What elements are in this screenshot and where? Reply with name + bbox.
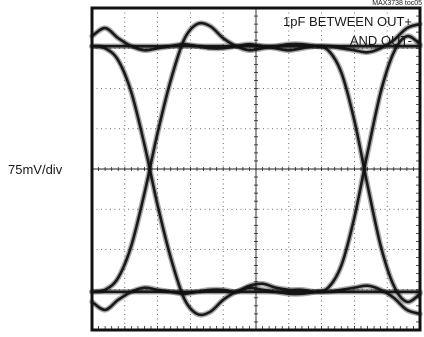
annotation-line-1: 1pF BETWEEN OUT+ — [283, 14, 412, 29]
figure-id-label: MAX3738 toc05 — [372, 0, 422, 7]
annotation-line-2: AND OUT- — [350, 33, 412, 48]
eye-trace-5 — [90, 22, 422, 54]
eye-traces — [89, 20, 423, 318]
eye-trace-6 — [90, 282, 422, 316]
eye-trace-4 — [90, 34, 422, 317]
plot-frame — [90, 6, 422, 332]
eye-trace-3 — [90, 21, 422, 304]
y-scale-label: 75mV/div — [8, 162, 63, 177]
